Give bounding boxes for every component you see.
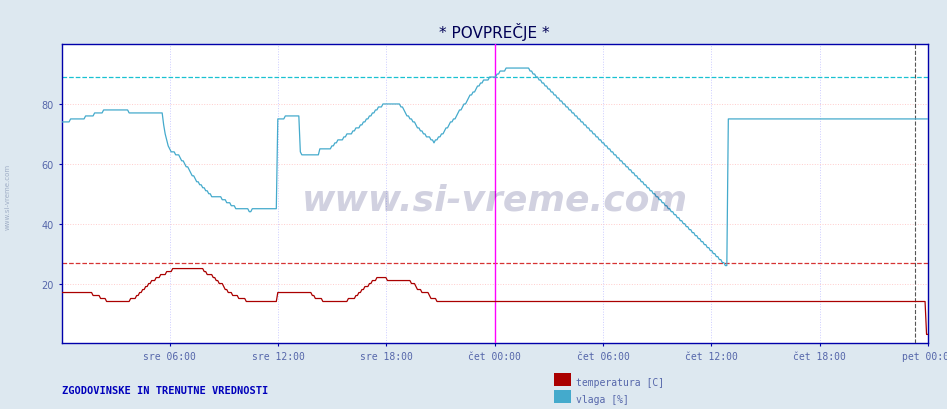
Text: www.si-vreme.com: www.si-vreme.com (302, 183, 688, 217)
Text: ZGODOVINSKE IN TRENUTNE VREDNOSTI: ZGODOVINSKE IN TRENUTNE VREDNOSTI (62, 384, 268, 395)
Title: * POVPREČJE *: * POVPREČJE * (439, 23, 550, 41)
Text: www.si-vreme.com: www.si-vreme.com (5, 163, 10, 229)
Text: temperatura [C]: temperatura [C] (576, 378, 664, 387)
Text: vlaga [%]: vlaga [%] (576, 394, 629, 404)
